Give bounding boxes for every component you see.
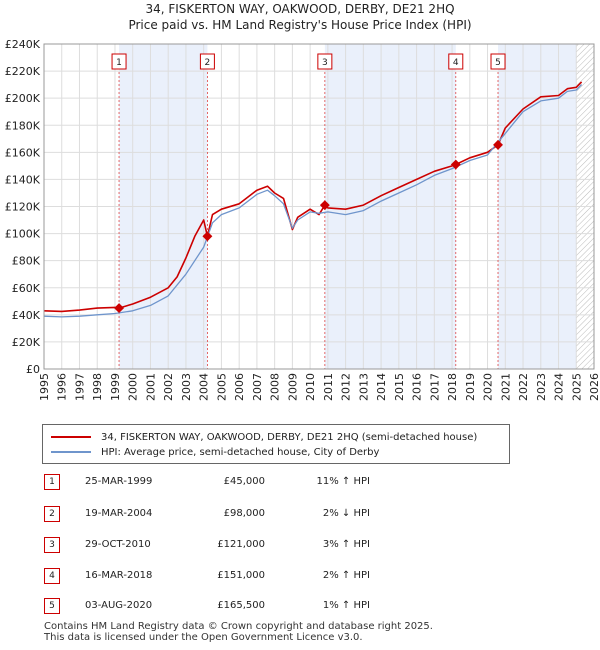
chart-subtitle: Price paid vs. HM Land Registry's House …: [128, 18, 472, 32]
y-tick-label: £80K: [12, 255, 41, 268]
sale-number-badge: 3: [44, 537, 60, 553]
sale-label-box: [448, 53, 464, 70]
sale-label-box: [490, 53, 506, 70]
sale-label-number: 4: [453, 58, 459, 68]
y-tick-label: £240K: [5, 38, 41, 51]
sale-hpi-diff: 1% ↑ HPI: [322, 600, 370, 611]
x-tick-label: 2023: [535, 373, 548, 401]
legend-item-property: 34, FISKERTON WAY, OAKWOOD, DERBY, DE21 …: [51, 430, 477, 444]
x-tick-label: 2022: [517, 373, 530, 401]
x-tick-label: 2018: [446, 373, 459, 401]
sale-label-box: [317, 53, 333, 70]
sale-point: [202, 231, 213, 242]
x-tick-label: 2019: [464, 373, 477, 401]
x-tick-label: 2016: [411, 373, 424, 401]
x-tick-label: 2003: [180, 373, 193, 401]
sale-label-number: 5: [495, 58, 501, 68]
sale-hpi-diff: 3% ↑ HPI: [322, 539, 370, 550]
plot-border: [43, 43, 595, 370]
sale-label-number: 1: [116, 58, 122, 68]
x-tick-label: 2026: [588, 373, 600, 401]
table-row: 5 03-AUG-2020 £165,500 1% ↑ HPI: [0, 596, 600, 616]
x-tick-label: 1998: [91, 373, 104, 401]
sale-point: [450, 159, 461, 170]
x-tick-label: 2015: [393, 373, 406, 401]
y-tick-label: £160K: [5, 146, 41, 159]
sale-label-box: [111, 53, 127, 70]
sale-label-number: 3: [322, 58, 328, 68]
sale-point: [493, 139, 503, 150]
x-tick-label: 1995: [38, 373, 51, 401]
chart-title: 34, FISKERTON WAY, OAKWOOD, DERBY, DE21 …: [145, 2, 455, 16]
x-tick-label: 2008: [269, 373, 282, 401]
sale-label-box: [199, 53, 215, 70]
sale-date: 29-OCT-2010: [85, 539, 151, 550]
hpi-line: [43, 84, 583, 318]
footer-copyright: Contains HM Land Registry data © Crown c…: [44, 621, 433, 632]
x-tick-label: 2010: [304, 373, 317, 401]
sale-price: £165,500: [217, 600, 265, 611]
sale-number-badge: 1: [44, 474, 60, 490]
sale-number-badge: 5: [44, 598, 60, 614]
sale-price: £121,000: [217, 539, 265, 550]
x-tick-label: 2006: [233, 373, 246, 401]
x-tick-label: 2004: [198, 373, 211, 401]
sale-date: 19-MAR-2004: [85, 508, 153, 519]
x-tick-label: 2013: [357, 373, 370, 401]
sale-price: £45,000: [223, 476, 265, 487]
x-tick-label: 2005: [215, 373, 228, 401]
x-tick-label: 2024: [553, 373, 566, 401]
x-tick-label: 1997: [73, 373, 86, 401]
sale-hpi-diff: 2% ↓ HPI: [322, 508, 370, 519]
sale-number-badge: 2: [44, 506, 60, 522]
sale-price: £151,000: [217, 570, 265, 581]
sale-hpi-diff: 11% ↑ HPI: [316, 476, 370, 487]
y-tick-label: £20K: [12, 336, 41, 349]
y-tick-label: £100K: [5, 228, 41, 241]
y-tick-label: £40K: [12, 309, 41, 322]
sale-label-number: 2: [205, 58, 211, 68]
x-tick-label: 2020: [482, 373, 495, 401]
x-tick-label: 2011: [322, 373, 335, 401]
sale-date: 25-MAR-1999: [85, 476, 153, 487]
x-tick-label: 1999: [109, 373, 122, 401]
sale-price: £98,000: [223, 508, 265, 519]
sale-point: [319, 200, 330, 211]
x-tick-label: 2025: [570, 373, 583, 401]
y-tick-label: £200K: [5, 92, 41, 105]
x-tick-label: 2021: [499, 373, 512, 401]
sale-date: 03-AUG-2020: [85, 600, 153, 611]
y-tick-label: £0: [26, 363, 40, 376]
sale-date: 16-MAR-2018: [85, 570, 153, 581]
table-row: 2 19-MAR-2004 £98,000 2% ↓ HPI: [0, 504, 600, 524]
x-tick-label: 2001: [144, 373, 157, 401]
y-tick-label: £60K: [12, 282, 41, 295]
table-row: 4 16-MAR-2018 £151,000 2% ↑ HPI: [0, 566, 600, 586]
x-tick-label: 1996: [56, 373, 69, 401]
sale-hpi-diff: 2% ↑ HPI: [322, 570, 370, 581]
footer-attribution: Contains HM Land Registry data © Crown c…: [44, 621, 433, 643]
table-row: 1 25-MAR-1999 £45,000 11% ↑ HPI: [0, 472, 600, 492]
x-tick-label: 2000: [127, 373, 140, 401]
sale-number-badge: 4: [44, 568, 60, 584]
legend-swatch-property: [51, 436, 91, 438]
x-tick-label: 2007: [251, 373, 264, 401]
legend-swatch-hpi: [51, 451, 91, 453]
y-tick-label: £220K: [5, 65, 41, 78]
x-tick-label: 2002: [162, 373, 175, 401]
y-tick-label: £120K: [5, 201, 41, 214]
footer-licence: This data is licensed under the Open Gov…: [44, 632, 363, 643]
y-tick-label: £180K: [5, 119, 41, 132]
legend-label-property: 34, FISKERTON WAY, OAKWOOD, DERBY, DE21 …: [101, 431, 478, 443]
legend-item-hpi: HPI: Average price, semi-detached house,…: [51, 445, 379, 459]
x-tick-label: 2012: [340, 373, 353, 401]
y-tick-label: £140K: [5, 173, 41, 186]
price-chart: 1 2 3 4 5 £0 £20K £40K £60K £80K £100K £120K £140K £1…: [5, 38, 600, 401]
legend-label-hpi: HPI: Average price, semi-detached house,…: [101, 446, 380, 458]
chart-legend: 34, FISKERTON WAY, OAKWOOD, DERBY, DE21 …: [42, 424, 510, 464]
x-tick-label: 2009: [286, 373, 299, 401]
table-row: 3 29-OCT-2010 £121,000 3% ↑ HPI: [0, 535, 600, 555]
x-tick-label: 2014: [375, 373, 388, 401]
x-tick-label: 2017: [428, 373, 441, 401]
